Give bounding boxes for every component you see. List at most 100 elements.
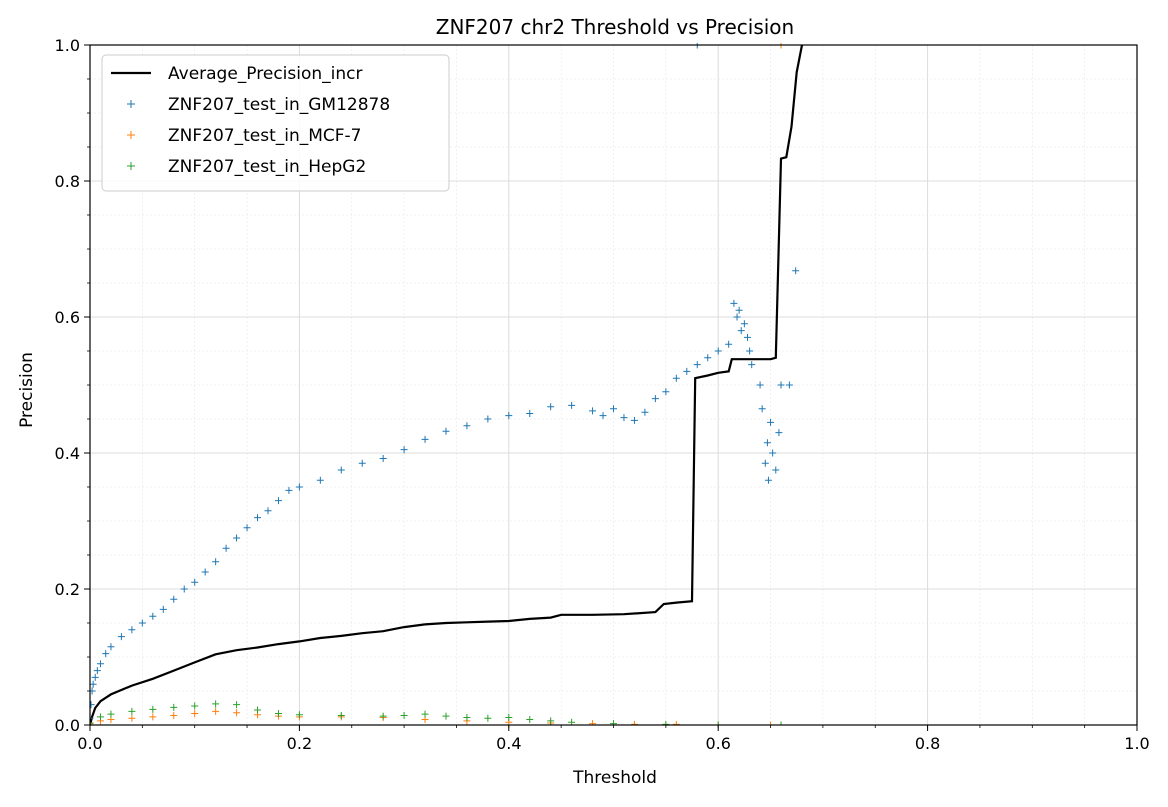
data-point [170, 703, 178, 711]
data-point [149, 612, 157, 620]
data-point [547, 403, 555, 411]
data-point [90, 719, 94, 725]
data-point [421, 710, 429, 718]
data-point [90, 687, 96, 695]
series-znf207-test-in-hepg2 [90, 700, 785, 725]
data-point [630, 416, 638, 424]
x-axis-label: Threshold [572, 768, 657, 788]
data-point [526, 716, 534, 724]
data-point [463, 714, 471, 722]
data-point [758, 405, 766, 413]
data-point [243, 524, 251, 532]
data-point [725, 340, 733, 348]
data-point [662, 720, 670, 725]
data-point [191, 578, 199, 586]
data-point [526, 410, 534, 418]
data-point [714, 721, 722, 725]
data-point [610, 405, 617, 413]
data-point [358, 459, 366, 467]
data-point [484, 714, 492, 722]
data-point [117, 633, 125, 641]
x-tick-label: 1.0 [1124, 734, 1149, 753]
data-point [772, 466, 780, 474]
data-point [547, 717, 555, 725]
legend: Average_Precision_incr ZNF207_test_in_GM1… [101, 54, 450, 192]
data-point [761, 459, 769, 467]
data-point [693, 361, 701, 369]
data-point [735, 306, 743, 314]
data-point [610, 720, 617, 725]
data-point [630, 720, 638, 725]
data-point [421, 435, 429, 443]
data-point [90, 720, 94, 725]
data-point [96, 713, 104, 721]
data-point [285, 486, 293, 494]
data-point [463, 422, 471, 430]
data-point [274, 497, 282, 505]
data-point [295, 483, 303, 491]
data-point [775, 429, 783, 437]
data-point [102, 650, 110, 658]
data-point [91, 673, 99, 681]
data-point [212, 707, 220, 715]
data-point [90, 680, 97, 688]
data-point [400, 711, 408, 719]
legend-item: ZNF207_test_in_GM12878 [127, 95, 390, 115]
data-point [737, 327, 745, 335]
data-point [128, 714, 136, 722]
data-point [337, 466, 345, 474]
data-point [337, 711, 345, 719]
data-point [107, 710, 115, 718]
y-axis-label: Precision [17, 352, 37, 428]
data-point [254, 706, 262, 714]
data-point [107, 643, 115, 651]
data-point [683, 367, 691, 375]
data-point [170, 595, 178, 603]
data-point [748, 361, 756, 369]
data-point [769, 449, 777, 457]
data-point [763, 439, 771, 447]
data-point [589, 720, 597, 725]
data-point [379, 454, 387, 462]
data-point [212, 558, 220, 566]
data-point [740, 320, 748, 328]
data-point [672, 720, 680, 725]
data-point [180, 585, 188, 593]
data-point [128, 626, 136, 634]
data-point [400, 446, 408, 454]
data-point [379, 712, 387, 720]
data-point [222, 544, 230, 552]
data-point [201, 568, 209, 576]
data-point [651, 395, 659, 403]
data-point [90, 714, 94, 722]
data-point [138, 619, 146, 627]
series-average-precision-incr [90, 44, 804, 725]
legend-label: ZNF207_test_in_MCF-7 [168, 126, 362, 146]
x-tick-label: 0.2 [287, 734, 312, 753]
data-point [233, 701, 241, 709]
data-point [767, 721, 775, 725]
data-point [785, 381, 793, 389]
data-point [756, 381, 764, 389]
y-tick-label: 1.0 [55, 36, 80, 55]
data-point [264, 507, 272, 515]
legend-item: Average_Precision_incr [111, 64, 363, 84]
data-point [295, 711, 303, 719]
chart-title: ZNF207 chr2 Threshold vs Precision [436, 15, 794, 39]
legend-label: ZNF207_test_in_GM12878 [168, 95, 390, 115]
data-point [714, 347, 722, 355]
y-tick-label: 0.4 [55, 444, 80, 463]
data-point [191, 709, 199, 717]
y-tick-label: 0.8 [55, 172, 80, 191]
data-point [662, 388, 670, 396]
data-point [233, 709, 241, 717]
x-tick-label: 0.0 [77, 734, 102, 753]
data-point [672, 374, 680, 382]
y-tick-label: 0.2 [55, 580, 80, 599]
data-point [233, 534, 241, 542]
data-point [777, 721, 785, 725]
data-point [730, 299, 738, 307]
data-point [159, 605, 167, 613]
